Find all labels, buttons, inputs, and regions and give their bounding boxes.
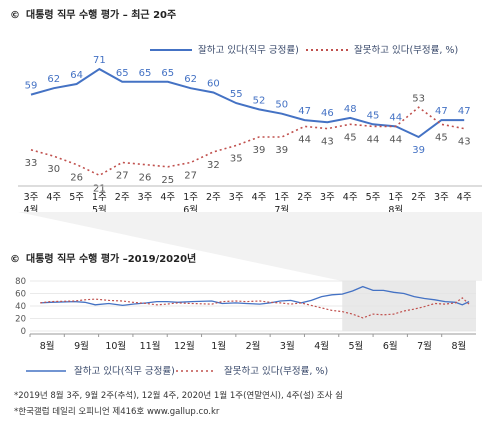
chart1-positive-label: 50 bbox=[275, 100, 288, 111]
chart2-series-positive-line bbox=[40, 285, 470, 307]
chart1-negative-label: 44 bbox=[367, 134, 380, 145]
chart1-negative-label: 32 bbox=[207, 160, 220, 171]
chart1-x-tick-label: 5주 bbox=[69, 192, 84, 203]
chart1-positive-label: 46 bbox=[321, 108, 334, 119]
chart2-y-tick-label: 80 bbox=[15, 277, 26, 287]
chart1-negative-label: 25 bbox=[161, 175, 174, 186]
chart1-x-tick-label: 2주 bbox=[206, 192, 221, 203]
chart2-x-tick-label: 7월 bbox=[417, 340, 432, 352]
chart1-x-tick-label: 3주 bbox=[320, 192, 335, 203]
chart1-x-tick-label: 3주 bbox=[138, 192, 153, 203]
chart2-x-tick-label: 2월 bbox=[246, 340, 261, 352]
chart2-x-tick-label: 5월 bbox=[349, 340, 364, 352]
chart2-x-tick-label: 12월 bbox=[174, 340, 195, 352]
chart2-x-tick-label: 1월 bbox=[211, 340, 226, 352]
chart1-positive-label: 47 bbox=[458, 106, 471, 117]
chart1-positive-label: 59 bbox=[25, 81, 38, 92]
chart1-negative-label: 43 bbox=[321, 137, 334, 148]
chart1-positive-label: 65 bbox=[139, 68, 152, 79]
chart1-x-tick-label: 3주 bbox=[434, 192, 449, 203]
chart1-negative-label: 27 bbox=[184, 171, 197, 182]
chart1-negative-label: 26 bbox=[70, 173, 83, 184]
chart2-x-tick-label: 6월 bbox=[383, 340, 398, 352]
chart1-positive-label: 62 bbox=[184, 74, 197, 85]
chart1-x-tick-label: 2주 bbox=[297, 192, 312, 203]
chart1-x-tick-label: 3주 bbox=[229, 192, 244, 203]
chart1-positive-label: 48 bbox=[344, 104, 357, 115]
chart1-negative-label: 45 bbox=[344, 132, 357, 143]
chart2-x-tick-label: 8월 bbox=[451, 340, 466, 352]
chart2-series-negative-line bbox=[40, 297, 470, 319]
chart2-legend-negative-label: 잘못하고 있다(부정률, %) bbox=[224, 365, 328, 377]
chart1-negative-label: 45 bbox=[435, 132, 448, 143]
chart1-x-tick-label: 2주 bbox=[411, 192, 426, 203]
chart1-negative-label: 44 bbox=[389, 134, 402, 145]
chart1-x-tick-label: 4주 bbox=[160, 192, 175, 203]
chart1-title: 대통령 직무 수행 평가 – 최근 20주 bbox=[26, 8, 176, 21]
chart1-x-tick-label: 4주 bbox=[457, 192, 472, 203]
chart2-y-tick-label: 0 bbox=[21, 327, 26, 337]
chart1-negative-label: 43 bbox=[458, 137, 471, 148]
chart1-negative-label: 44 bbox=[298, 134, 311, 145]
chart1-x-tick-label: 4주 bbox=[252, 192, 267, 203]
chart1-negative-label: 27 bbox=[116, 171, 129, 182]
chart2-title: 대통령 직무 수행 평가 –2019/2020년 bbox=[26, 252, 196, 265]
chart1-positive-label: 47 bbox=[298, 106, 311, 117]
chart1-series-positive-line bbox=[30, 67, 465, 139]
chart1-negative-label: 39 bbox=[253, 145, 266, 156]
chart2-title-marker: © bbox=[10, 254, 20, 265]
chart1-x-tick-label: 4주 bbox=[343, 192, 358, 203]
chart1-positive-label: 65 bbox=[116, 68, 129, 79]
chart1-positive-label: 65 bbox=[161, 68, 174, 79]
chart1-negative-label: 26 bbox=[139, 173, 152, 184]
chart1-positive-label: 45 bbox=[367, 110, 380, 121]
chart1-positive-label: 44 bbox=[389, 112, 402, 123]
chart1-negative-label: 53 bbox=[412, 93, 425, 104]
chart2-x-tick-label: 10월 bbox=[105, 340, 126, 352]
chart1-negative-label: 39 bbox=[275, 145, 288, 156]
chart1-positive-label: 47 bbox=[435, 106, 448, 117]
chart1-negative-label: 21 bbox=[93, 183, 106, 194]
chart1-negative-label: 30 bbox=[47, 164, 60, 175]
chart1-legend-negative-label: 잘못하고 있다(부정률, %) bbox=[354, 44, 458, 56]
chart1-positive-label: 39 bbox=[412, 145, 425, 156]
chart2-y-tick-label: 60 bbox=[15, 290, 26, 300]
chart2-x-tick-label: 4월 bbox=[314, 340, 329, 352]
chart2-y-tick-label: 20 bbox=[15, 315, 26, 325]
chart1-positive-label: 64 bbox=[70, 70, 83, 81]
chart2-x-tick-label: 3월 bbox=[280, 340, 295, 352]
chart1-x-tick-label: 2주 bbox=[115, 192, 130, 203]
chart1-positive-label: 52 bbox=[253, 95, 266, 106]
footnote-source: *한국갤럽 데일리 오피니언 제416호 www.gallup.co.kr bbox=[14, 406, 220, 417]
footnote-survey-skips: *2019년 8월 3주, 9월 2주(추석), 12월 4주, 2020년 1… bbox=[14, 390, 343, 401]
chart1-positive-label: 55 bbox=[230, 89, 243, 100]
zoom-connector bbox=[18, 212, 482, 281]
chart1-title-marker: © bbox=[10, 10, 20, 21]
chart1-positive-label: 60 bbox=[207, 78, 220, 89]
chart1-negative-label: 33 bbox=[25, 158, 38, 169]
chart2-x-tick-label: 8월 bbox=[40, 340, 55, 352]
chart2-x-tick-label: 11월 bbox=[140, 340, 161, 352]
chart2-x-tick-label: 9월 bbox=[74, 340, 89, 352]
chart2-y-tick-label: 40 bbox=[15, 302, 26, 312]
chart1-positive-label: 62 bbox=[47, 74, 60, 85]
chart1-negative-label: 35 bbox=[230, 154, 243, 165]
chart1-legend-positive-label: 잘하고 있다(직무 긍정률) bbox=[198, 44, 299, 56]
chart2-legend-positive-label: 잘하고 있다(직무 긍정률) bbox=[74, 365, 175, 377]
chart1-x-tick-label: 5주 bbox=[366, 192, 381, 203]
chart1-x-tick-label: 4주 bbox=[46, 192, 61, 203]
chart1-positive-label: 71 bbox=[93, 55, 106, 66]
